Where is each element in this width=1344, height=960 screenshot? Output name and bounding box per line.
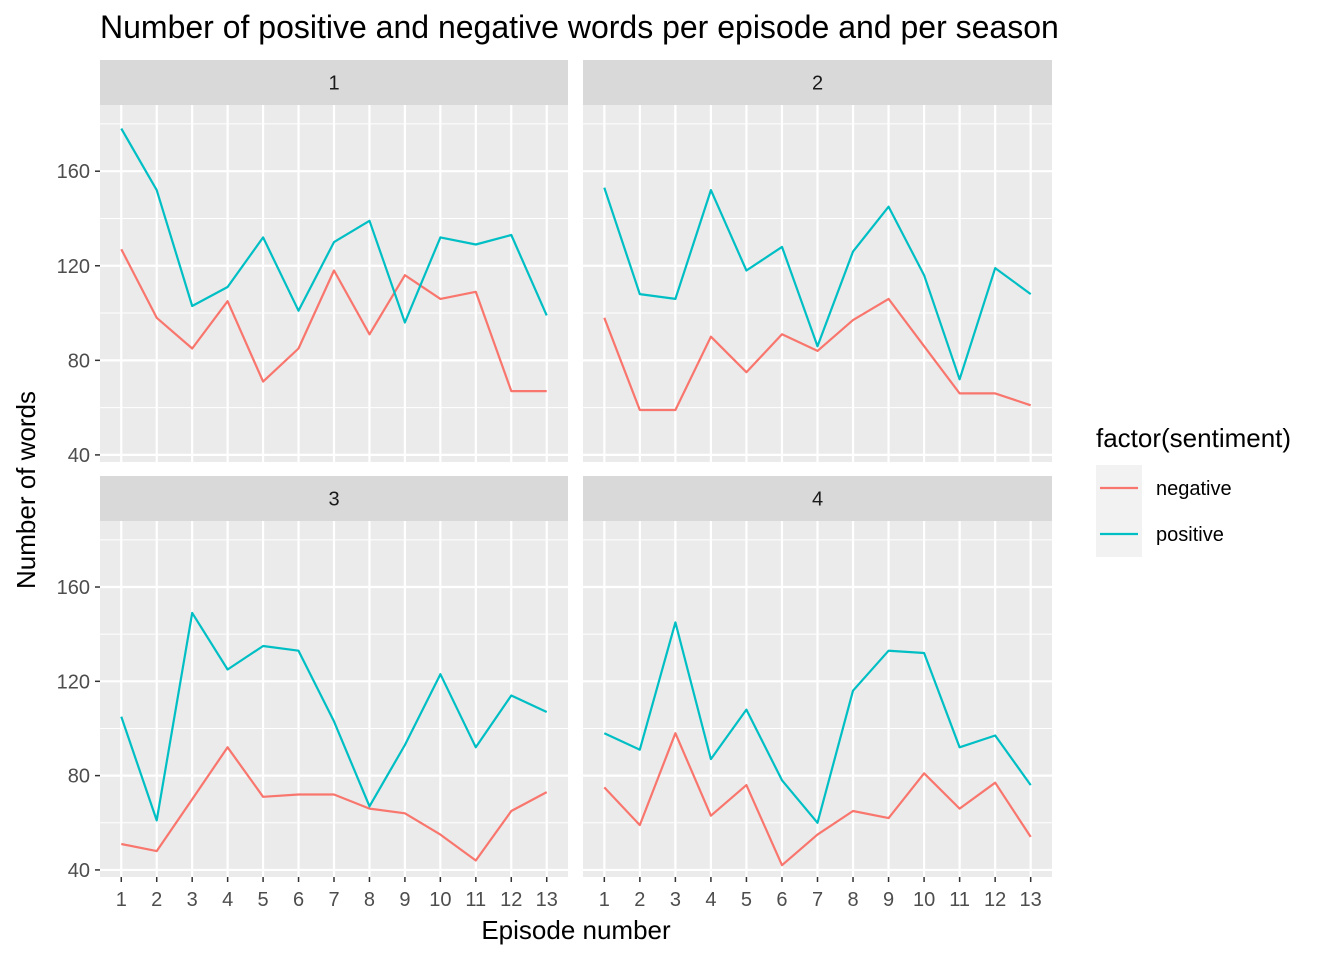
x-tick-label: 3 (670, 889, 681, 911)
legend-title: factor(sentiment) (1096, 423, 1291, 453)
series-line-negative (603, 297, 1032, 412)
x-tick-label: 10 (429, 889, 451, 911)
x-tick-label: 6 (776, 889, 787, 911)
x-tick-label: 2 (634, 889, 645, 911)
facet-panel-1: 1 40 80 120 160 (57, 60, 568, 467)
facet-panel-2: 2 (583, 60, 1052, 462)
legend-label-negative: negative (1156, 478, 1232, 500)
y-tick-label: 80 (68, 766, 90, 788)
x-tick-label: 9 (399, 889, 410, 911)
facet-strip-1 (100, 60, 568, 105)
x-tick-label: 11 (465, 889, 486, 911)
x-tick-label: 11 (949, 889, 970, 911)
x-tick-label: 8 (364, 889, 375, 911)
x-tick-label: 1 (599, 889, 610, 911)
facet-strip-3 (100, 476, 568, 521)
facet-strip-label: 2 (812, 73, 823, 95)
y-tick-label: 120 (57, 256, 90, 278)
x-tick-label: 2 (151, 889, 162, 911)
facet-strip-label: 4 (812, 489, 823, 511)
facet-strip-2 (583, 60, 1052, 105)
x-tick-label: 8 (847, 889, 858, 911)
x-tick-label: 10 (913, 889, 935, 911)
x-tick-label: 12 (984, 889, 1006, 911)
x-tick-label: 5 (741, 889, 752, 911)
y-tick-label: 80 (68, 350, 90, 372)
series-line-negative (120, 248, 547, 393)
y-tick-label: 160 (57, 161, 90, 183)
facet-strip-label: 3 (328, 489, 339, 511)
legend-label-positive: positive (1156, 524, 1224, 546)
y-axis-title: Number of words (11, 391, 41, 589)
facet-strip-label: 1 (328, 73, 339, 95)
series-line-positive (120, 611, 548, 822)
x-tick-label: 4 (705, 889, 716, 911)
y-tick-label: 120 (57, 671, 90, 693)
series-line-positive (120, 128, 548, 324)
x-tick-label: 5 (258, 889, 269, 911)
series-line-positive (603, 621, 1032, 824)
x-tick-label: 7 (812, 889, 823, 911)
x-axis-title: Episode number (481, 915, 671, 945)
legend: factor(sentiment) negative positive (1096, 423, 1291, 557)
x-tick-label: 6 (293, 889, 304, 911)
x-tick-label: 1 (116, 889, 127, 911)
x-tick-label: 12 (500, 889, 522, 911)
facet-strip-4 (583, 476, 1052, 521)
x-tick-label: 4 (222, 889, 233, 911)
series-line-negative (121, 746, 548, 862)
y-tick-label: 160 (57, 577, 90, 599)
y-tick-label: 40 (68, 860, 90, 882)
facet-panel-4: 41 2 3 4 5 6 7 8 9 10 11 12 13 (583, 476, 1052, 911)
x-tick-label: 3 (187, 889, 198, 911)
series-line-negative (603, 732, 1032, 867)
x-tick-label: 7 (328, 889, 339, 911)
x-tick-label: 9 (883, 889, 894, 911)
x-tick-label: 13 (1020, 889, 1042, 911)
series-line-positive (603, 187, 1032, 381)
x-tick-label: 13 (536, 889, 558, 911)
y-tick-label: 40 (68, 445, 90, 467)
chart-title: Number of positive and negative words pe… (100, 9, 1059, 45)
